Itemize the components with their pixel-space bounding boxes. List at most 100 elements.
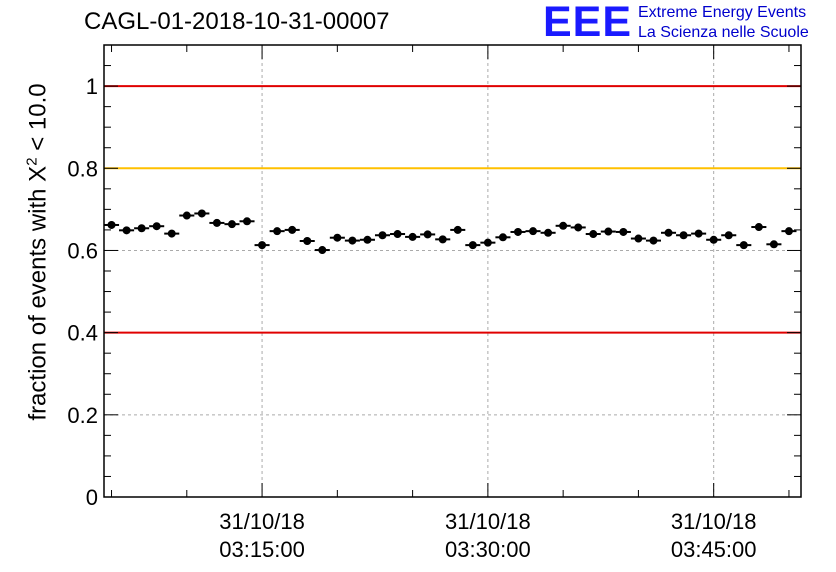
data-point (600, 227, 616, 236)
data-point (495, 233, 511, 242)
data-point (510, 227, 526, 236)
point-marker (333, 233, 342, 242)
x-tick-label-time: 03:30:00 (445, 537, 531, 562)
data-point (660, 228, 677, 237)
data-point (164, 229, 180, 238)
data-point (450, 225, 466, 234)
point-marker (378, 231, 387, 240)
data-point (390, 230, 406, 239)
data-point (706, 235, 722, 244)
data-point (119, 226, 135, 235)
data-point (405, 232, 421, 241)
data-point (134, 224, 150, 233)
point-marker (258, 241, 267, 250)
point-marker (574, 223, 583, 232)
point-marker (604, 227, 613, 236)
data-point (585, 230, 601, 239)
point-marker (348, 236, 357, 245)
point-marker (619, 227, 628, 236)
data-point (374, 231, 391, 240)
point-marker (197, 209, 206, 218)
x-ticks: 31/10/18 03:15:00 31/10/18 03:30:00 31/10/18… (111, 45, 790, 562)
point-marker (649, 236, 658, 245)
data-point (751, 223, 767, 232)
reference-lines (104, 85, 801, 334)
data-point (721, 231, 737, 240)
y-axis-label-main: fraction of events with X (24, 165, 52, 421)
data-point (344, 236, 360, 245)
point-marker (679, 231, 688, 240)
logo-line-1: Extreme Energy Events (638, 4, 807, 21)
data-point (329, 233, 345, 242)
data-point (480, 238, 496, 247)
data-point (359, 235, 375, 244)
point-marker (288, 225, 297, 234)
point-marker (453, 225, 462, 234)
point-marker (122, 226, 131, 235)
point-marker (664, 228, 673, 237)
data-point (525, 227, 541, 236)
data-point (254, 241, 270, 250)
point-marker (769, 240, 778, 249)
data-point (179, 211, 195, 220)
data-point (736, 241, 752, 250)
data-point (691, 229, 707, 238)
point-marker (483, 238, 492, 247)
x-tick-label-date: 31/10/18 (445, 509, 531, 534)
point-marker (423, 230, 432, 239)
data-point (284, 225, 300, 234)
point-marker (182, 211, 191, 220)
point-marker (529, 227, 538, 236)
y-ticks: 0 0.2 0.4 0.6 0.8 1 (67, 44, 801, 510)
point-marker (438, 235, 447, 244)
point-marker (212, 218, 221, 227)
y-tick-label: 0.2 (67, 403, 98, 428)
plot-frame (103, 44, 802, 498)
data-point (224, 220, 240, 229)
logo-mark: EEE (543, 0, 633, 46)
point-marker (167, 229, 176, 238)
point-marker (243, 217, 252, 226)
point-marker (559, 221, 568, 230)
data-point (194, 209, 210, 218)
data-point (615, 227, 631, 236)
point-marker (393, 230, 402, 239)
data-point (781, 227, 797, 236)
data-point (676, 231, 692, 240)
data-point (314, 246, 330, 255)
data-point (104, 220, 120, 229)
grid (104, 45, 801, 497)
y-tick-label: 0.8 (67, 156, 98, 181)
point-marker (634, 234, 643, 243)
point-marker (318, 246, 327, 255)
point-marker (363, 235, 372, 244)
data-points (104, 209, 797, 255)
data-point (465, 241, 481, 250)
data-point (570, 223, 586, 232)
point-marker (544, 228, 553, 237)
x-tick-label-date: 31/10/18 (671, 509, 757, 534)
point-marker (709, 235, 718, 244)
y-axis-label-sup: 2 (23, 157, 41, 166)
data-point (299, 237, 315, 246)
point-marker (724, 231, 733, 240)
y-tick-label: 0.4 (67, 321, 98, 346)
point-marker (513, 227, 522, 236)
data-point (555, 221, 571, 230)
y-axis-label: fraction of events with X2 < 10.0 (24, 83, 53, 420)
y-tick-label: 0 (86, 485, 98, 510)
data-point (540, 228, 556, 237)
x-tick-label-date: 31/10/18 (219, 509, 305, 534)
x-tick-label-time: 03:45:00 (671, 537, 757, 562)
point-marker (754, 223, 763, 232)
y-axis-label-tail: < 10.0 (24, 83, 52, 158)
data-point (645, 236, 661, 245)
chart-title: CAGL-01-2018-10-31-00007 (84, 8, 390, 35)
point-marker (273, 227, 282, 236)
point-marker (468, 241, 477, 250)
y-tick-label: 0.6 (67, 238, 98, 263)
data-point (420, 230, 436, 239)
y-tick-label: 1 (86, 74, 98, 99)
data-point (239, 217, 255, 226)
